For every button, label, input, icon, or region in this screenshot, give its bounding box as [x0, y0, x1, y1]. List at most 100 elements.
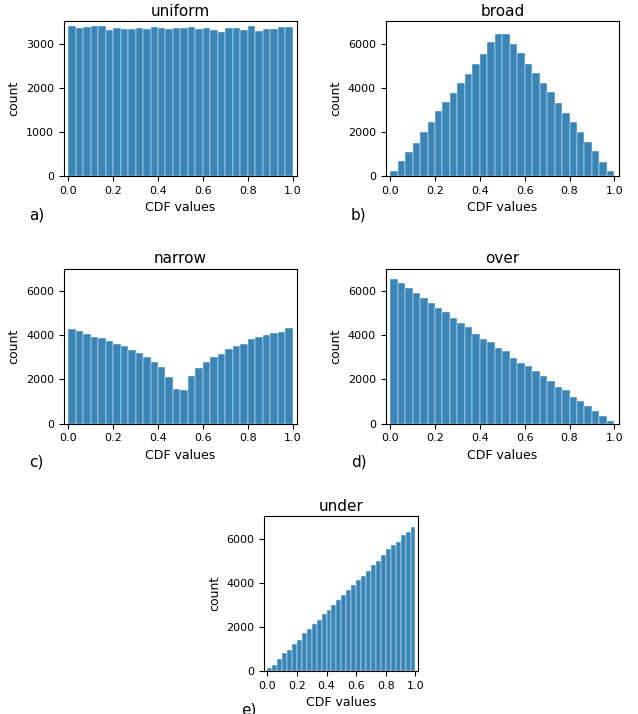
Bar [263, 335, 270, 423]
Bar [502, 34, 510, 176]
Bar [390, 171, 397, 176]
Bar [113, 28, 121, 176]
Bar [607, 171, 614, 176]
Bar [211, 30, 218, 176]
Bar [472, 333, 480, 423]
Text: a): a) [29, 207, 44, 222]
Bar [302, 633, 307, 671]
Bar [487, 342, 495, 423]
Bar [282, 653, 287, 671]
Bar [272, 665, 277, 671]
Bar [225, 28, 233, 176]
Bar [135, 353, 143, 423]
Bar [241, 344, 248, 423]
Bar [607, 421, 614, 423]
Y-axis label: count: count [329, 81, 342, 116]
Bar [218, 353, 225, 423]
Bar [487, 42, 495, 176]
Bar [336, 600, 341, 671]
Bar [562, 113, 570, 176]
Bar [457, 323, 465, 423]
Bar [562, 391, 570, 423]
Bar [410, 527, 415, 671]
Bar [128, 350, 135, 423]
Title: over: over [485, 251, 519, 266]
Bar [188, 27, 195, 176]
Bar [255, 336, 263, 423]
Bar [495, 34, 502, 176]
Bar [121, 29, 128, 176]
Bar [405, 288, 413, 423]
Bar [577, 131, 584, 176]
Bar [351, 585, 356, 671]
Bar [287, 650, 292, 671]
Bar [346, 590, 351, 671]
Bar [341, 595, 346, 671]
Bar [267, 668, 272, 671]
Bar [406, 532, 410, 671]
Bar [241, 30, 248, 176]
Bar [151, 27, 158, 176]
Bar [76, 331, 83, 423]
Y-axis label: count: count [208, 576, 221, 611]
Bar [480, 54, 487, 176]
Bar [540, 84, 547, 176]
Bar [270, 29, 278, 176]
Bar [420, 298, 427, 423]
Bar [248, 339, 255, 423]
Bar [158, 367, 165, 423]
Bar [427, 303, 435, 423]
Bar [292, 644, 297, 671]
Bar [524, 366, 532, 423]
Y-axis label: count: count [8, 81, 20, 116]
Bar [517, 363, 524, 423]
Bar [195, 368, 203, 423]
Bar [277, 659, 282, 671]
Bar [158, 28, 165, 176]
Bar [371, 565, 376, 671]
Bar [584, 141, 592, 176]
Bar [327, 610, 332, 671]
Bar [450, 93, 457, 176]
Bar [472, 64, 480, 176]
Bar [68, 26, 76, 176]
Y-axis label: count: count [8, 328, 20, 364]
Bar [361, 576, 366, 671]
Bar [143, 29, 151, 176]
Bar [401, 536, 406, 671]
Bar [390, 545, 396, 671]
Bar [173, 389, 181, 423]
Bar [312, 624, 316, 671]
Bar [165, 376, 173, 423]
Bar [98, 338, 106, 423]
Bar [173, 28, 181, 176]
Bar [106, 341, 113, 423]
Title: narrow: narrow [154, 251, 207, 266]
Bar [577, 401, 584, 423]
Bar [450, 318, 457, 423]
Text: c): c) [29, 455, 43, 470]
Bar [396, 542, 401, 671]
X-axis label: CDF values: CDF values [145, 449, 216, 462]
Bar [322, 614, 327, 671]
Bar [457, 83, 465, 176]
Bar [413, 143, 420, 176]
Bar [211, 357, 218, 423]
Bar [255, 31, 263, 176]
Bar [278, 26, 285, 176]
Bar [188, 376, 195, 423]
Bar [307, 629, 312, 671]
Bar [316, 620, 322, 671]
Bar [297, 640, 302, 671]
X-axis label: CDF values: CDF values [467, 201, 537, 214]
Bar [547, 92, 554, 176]
Bar [332, 605, 336, 671]
Bar [465, 326, 472, 423]
Text: b): b) [351, 207, 366, 222]
Bar [128, 29, 135, 176]
Bar [413, 293, 420, 423]
Title: under: under [319, 499, 364, 514]
Bar [390, 279, 397, 423]
Bar [570, 397, 577, 423]
Bar [83, 27, 91, 176]
